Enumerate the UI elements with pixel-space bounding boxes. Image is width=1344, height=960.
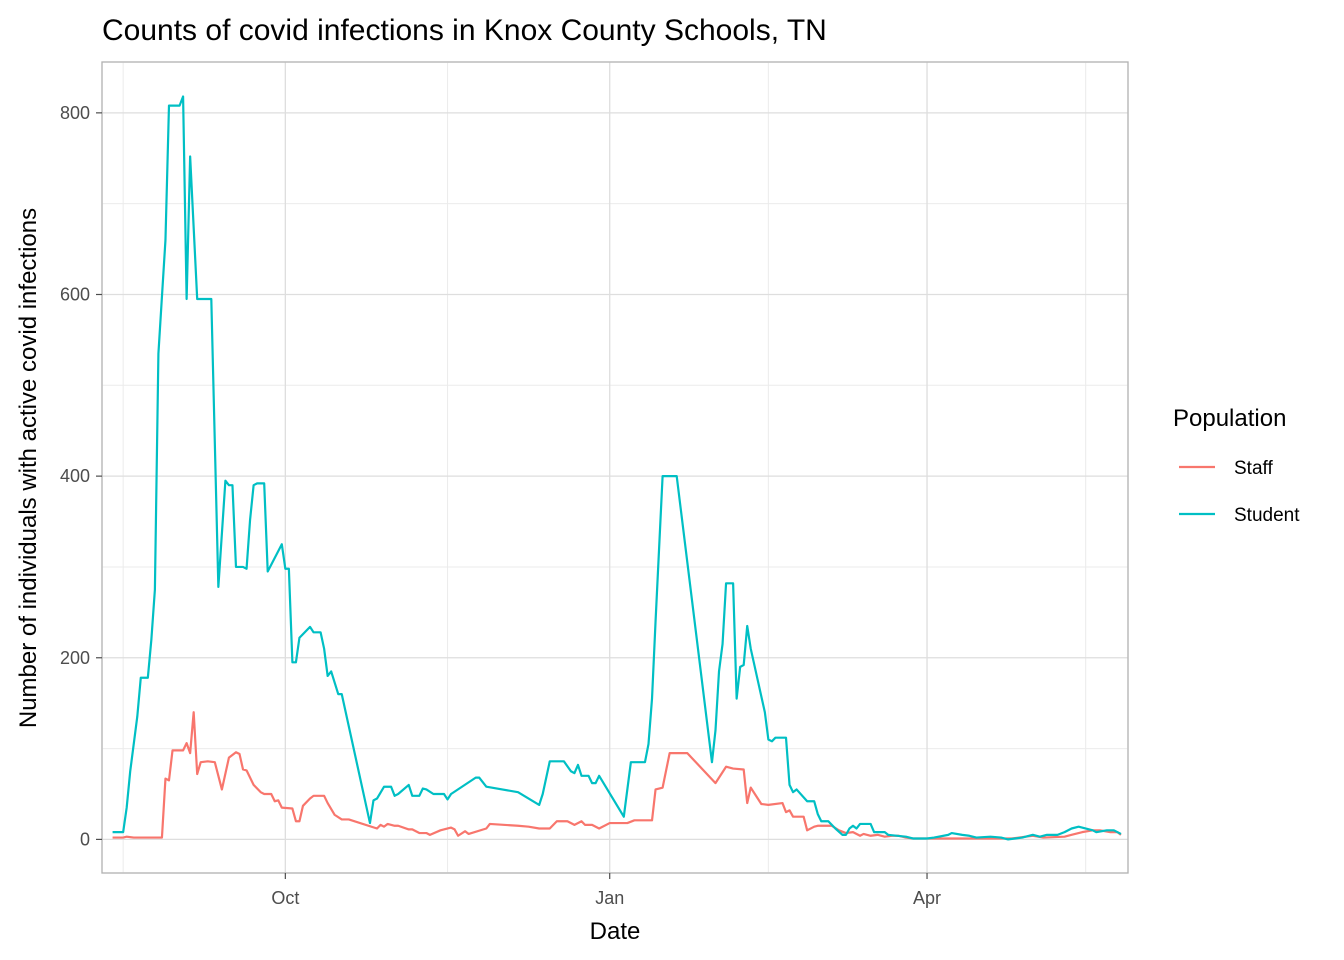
x-axis-title: Date xyxy=(590,918,641,945)
y-tick-label: 400 xyxy=(60,466,90,486)
y-axis: 0 200 400 600 800 xyxy=(60,103,102,849)
series-line-student xyxy=(112,95,1122,841)
major-gridlines xyxy=(102,62,1128,873)
plot-panel-border xyxy=(101,61,1129,874)
y-tick-label: 800 xyxy=(60,103,90,123)
y-axis-title: Number of individuals with active covid … xyxy=(15,208,42,728)
minor-gridlines xyxy=(102,62,1128,873)
legend-label-staff: Staff xyxy=(1234,458,1273,479)
chart-title: Counts of covid infections in Knox Count… xyxy=(102,14,827,47)
legend-title: Population xyxy=(1173,405,1286,432)
legend-label-student: Student xyxy=(1234,505,1300,526)
series-line-staff xyxy=(112,711,1122,840)
x-axis: Oct Jan Apr xyxy=(271,873,941,908)
legend: Population Staff Student xyxy=(1173,405,1300,526)
x-tick-label: Oct xyxy=(271,888,299,908)
y-tick-label: 200 xyxy=(60,648,90,668)
series-layer xyxy=(112,95,1122,841)
plot-panel xyxy=(101,61,1129,874)
x-tick-label: Jan xyxy=(595,888,624,908)
y-tick-label: 600 xyxy=(60,284,90,304)
y-tick-label: 0 xyxy=(80,829,90,849)
x-tick-label: Apr xyxy=(913,888,941,908)
